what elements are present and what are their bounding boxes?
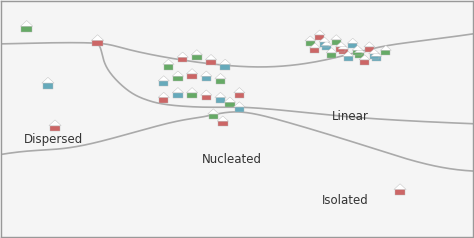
Bar: [310, 48, 319, 53]
Bar: [344, 56, 353, 61]
Bar: [218, 121, 228, 126]
Bar: [164, 64, 173, 69]
Polygon shape: [177, 52, 188, 57]
Polygon shape: [215, 73, 226, 79]
Polygon shape: [163, 59, 174, 64]
Polygon shape: [234, 102, 245, 107]
Bar: [327, 53, 336, 58]
Bar: [201, 95, 211, 100]
Bar: [235, 93, 244, 98]
Text: Linear: Linear: [331, 110, 368, 123]
Polygon shape: [20, 20, 33, 26]
Bar: [306, 41, 315, 46]
Bar: [365, 47, 374, 52]
Polygon shape: [314, 30, 325, 35]
Polygon shape: [215, 92, 226, 98]
Bar: [360, 60, 369, 65]
Bar: [173, 93, 182, 98]
Bar: [348, 43, 357, 48]
Text: Isolated: Isolated: [322, 194, 369, 207]
Bar: [353, 50, 362, 55]
Bar: [159, 98, 168, 103]
Polygon shape: [355, 48, 365, 53]
Polygon shape: [224, 97, 236, 102]
Polygon shape: [371, 51, 382, 56]
Bar: [315, 35, 324, 40]
Polygon shape: [338, 44, 349, 49]
Bar: [216, 98, 225, 103]
Bar: [372, 56, 381, 61]
Bar: [201, 76, 211, 81]
Text: Nucleated: Nucleated: [201, 153, 262, 166]
Polygon shape: [394, 184, 406, 189]
Polygon shape: [321, 41, 332, 45]
Polygon shape: [186, 88, 198, 93]
Polygon shape: [205, 55, 217, 60]
Bar: [332, 40, 341, 45]
Bar: [370, 54, 379, 59]
Polygon shape: [201, 90, 212, 95]
Text: Dispersed: Dispersed: [24, 133, 83, 146]
Polygon shape: [326, 48, 337, 53]
Polygon shape: [343, 51, 354, 56]
Polygon shape: [158, 92, 169, 98]
Bar: [395, 189, 405, 195]
Bar: [225, 102, 235, 107]
Bar: [173, 76, 182, 81]
Polygon shape: [364, 42, 375, 47]
Bar: [43, 83, 53, 89]
Bar: [209, 114, 218, 119]
Polygon shape: [217, 116, 228, 121]
Bar: [206, 60, 216, 65]
Bar: [216, 79, 225, 84]
Bar: [382, 50, 391, 55]
Polygon shape: [208, 109, 219, 114]
Polygon shape: [158, 76, 169, 81]
Bar: [159, 81, 168, 86]
Bar: [320, 42, 329, 47]
Polygon shape: [352, 45, 363, 50]
Bar: [187, 74, 197, 79]
Polygon shape: [359, 55, 370, 60]
Polygon shape: [310, 43, 320, 48]
Bar: [178, 57, 187, 62]
Polygon shape: [186, 69, 198, 74]
Polygon shape: [369, 49, 380, 54]
Bar: [50, 126, 60, 131]
Bar: [235, 107, 244, 112]
Bar: [192, 55, 201, 60]
Polygon shape: [234, 88, 245, 93]
Bar: [337, 47, 346, 52]
Polygon shape: [381, 45, 392, 50]
Polygon shape: [201, 71, 212, 76]
Polygon shape: [336, 42, 346, 47]
Polygon shape: [319, 37, 330, 42]
Polygon shape: [191, 50, 202, 55]
Bar: [21, 26, 32, 32]
Polygon shape: [172, 71, 183, 76]
Polygon shape: [305, 36, 316, 41]
Bar: [187, 93, 197, 98]
Bar: [339, 49, 348, 54]
Polygon shape: [219, 59, 231, 64]
Polygon shape: [42, 77, 54, 83]
Bar: [322, 45, 331, 50]
Polygon shape: [347, 38, 358, 43]
Bar: [92, 40, 103, 46]
Polygon shape: [331, 35, 342, 40]
Polygon shape: [91, 35, 104, 40]
Bar: [356, 53, 365, 58]
Polygon shape: [49, 120, 61, 126]
Bar: [220, 64, 230, 69]
Polygon shape: [172, 88, 183, 93]
